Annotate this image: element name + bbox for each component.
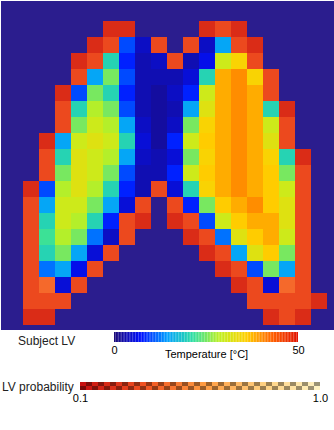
html-text:Subject LV: Subject LV — [18, 334, 76, 348]
svg-text:Temperature [°C]: Temperature [°C] — [165, 348, 248, 360]
svg-text:0.1: 0.1 — [73, 392, 88, 404]
svg-text:50: 50 — [292, 344, 304, 356]
svg-text:1.0: 1.0 — [313, 392, 328, 404]
html-text:LV probability: LV probability — [2, 380, 74, 394]
svg-text:0: 0 — [111, 344, 117, 356]
